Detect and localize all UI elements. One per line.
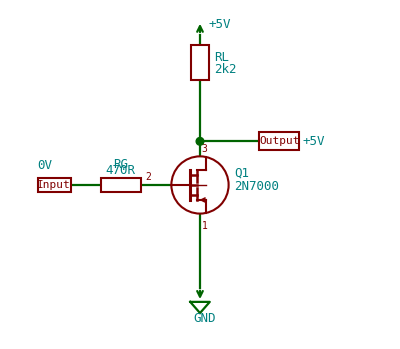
Text: 1: 1 xyxy=(202,221,208,231)
Circle shape xyxy=(196,138,204,145)
Text: 3: 3 xyxy=(202,143,208,154)
Text: +5V: +5V xyxy=(209,18,231,31)
Text: 2: 2 xyxy=(145,172,151,182)
Text: 470R: 470R xyxy=(106,164,136,178)
Text: Output: Output xyxy=(259,136,300,146)
Text: 2N7000: 2N7000 xyxy=(234,180,279,193)
Text: 0V: 0V xyxy=(38,159,53,172)
Text: 2k2: 2k2 xyxy=(214,63,237,76)
Bar xyxy=(100,178,141,192)
Text: +5V: +5V xyxy=(303,135,326,148)
Text: RL: RL xyxy=(214,51,229,64)
Text: Input: Input xyxy=(38,180,71,190)
Bar xyxy=(38,178,71,192)
Text: RG: RG xyxy=(113,157,128,171)
Bar xyxy=(259,132,300,150)
Text: Q1: Q1 xyxy=(234,166,249,179)
Text: GND: GND xyxy=(194,312,216,325)
Circle shape xyxy=(171,156,229,214)
Bar xyxy=(191,45,209,80)
